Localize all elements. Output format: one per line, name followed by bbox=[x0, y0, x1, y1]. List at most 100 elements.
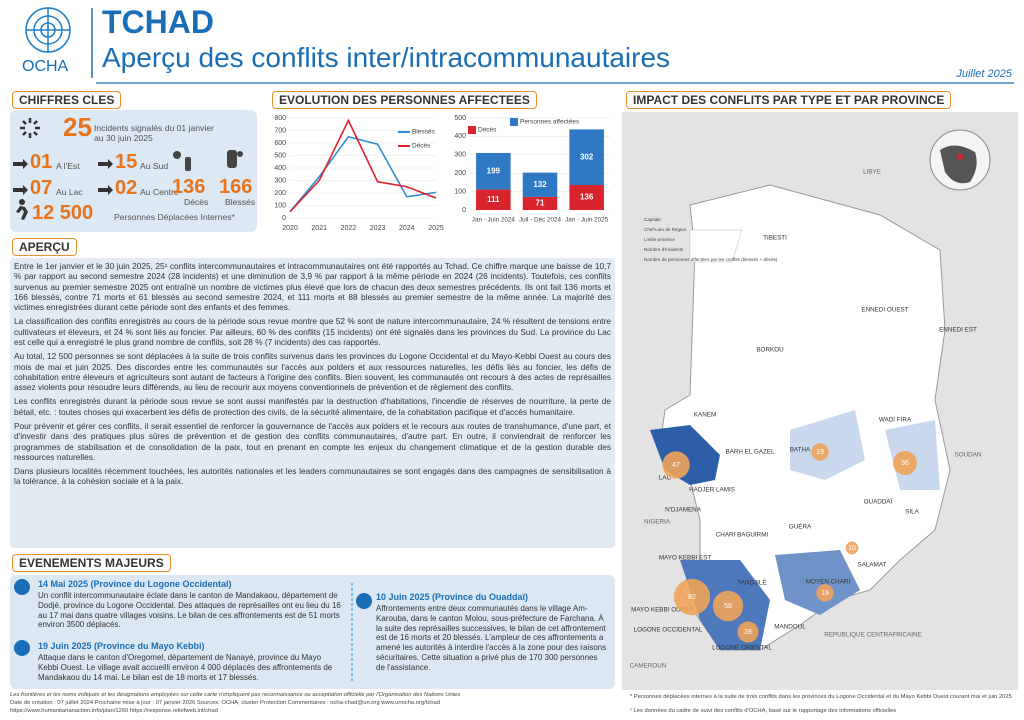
paragraph: La classification des conflits enregistr… bbox=[14, 316, 611, 347]
affected-bubble bbox=[816, 584, 834, 602]
bar-segment bbox=[522, 196, 558, 210]
date: Juillet 2025 bbox=[956, 68, 1012, 80]
victim-icons bbox=[173, 150, 243, 171]
x-tick-label: 2021 bbox=[311, 225, 327, 232]
figure-value: 07 bbox=[30, 177, 53, 199]
map-label: LOGONE OCCIDENTAL bbox=[634, 627, 703, 634]
footnote: ¹ Les données du cadre de suivi des conf… bbox=[630, 708, 897, 714]
map-label: MAYO KEBBI EST bbox=[659, 555, 712, 562]
y-tick-label: 600 bbox=[274, 140, 286, 147]
y-tick-label: 200 bbox=[454, 170, 466, 177]
value-label: 302 bbox=[580, 152, 594, 161]
bubble-label: 36 bbox=[901, 460, 909, 467]
legend-swatch bbox=[510, 118, 518, 126]
y-tick-label: 300 bbox=[454, 152, 466, 159]
x-tick-label: Jan - Juin 2024 bbox=[472, 217, 516, 224]
event-title: 14 Mai 2025 (Province du Logone Occident… bbox=[38, 579, 232, 589]
footer-links: https://www.humanitarianaction.info/plan… bbox=[10, 708, 218, 714]
paragraph: Entre le 1er janvier et le 30 juin 2025,… bbox=[14, 261, 611, 313]
event-icons bbox=[14, 579, 372, 683]
y-tick-label: 100 bbox=[454, 188, 466, 195]
event-title: 19 Juin 2025 (Province du Mayo Kebbi) bbox=[38, 641, 205, 651]
x-tick-label: 2024 bbox=[399, 225, 415, 232]
event-text: Un conflit intercommunautaire éclate dan… bbox=[38, 591, 341, 630]
bar-segment bbox=[569, 184, 604, 210]
overview-body: Entre le 1er janvier et le 30 juin 2025,… bbox=[10, 258, 615, 548]
map-label: LAC bbox=[659, 475, 672, 482]
map-label: BORKOU bbox=[756, 347, 784, 354]
map-label: N'DJAMENA bbox=[665, 507, 702, 514]
value-label: 136 bbox=[580, 193, 594, 202]
map-label: LOGONE ORIENTAL bbox=[712, 645, 772, 652]
legend-label: Décès bbox=[412, 143, 431, 150]
legend-label: Personnes affectées bbox=[520, 119, 580, 126]
paragraph: Au total, 12 500 personnes se sont dépla… bbox=[14, 351, 611, 393]
bubble-label: 10 bbox=[848, 545, 856, 552]
events-panel bbox=[10, 575, 615, 689]
bubble-label: 19 bbox=[821, 590, 829, 597]
bubble-label: 82 bbox=[688, 594, 696, 601]
region-shade bbox=[775, 550, 860, 615]
y-tick-label: 400 bbox=[454, 133, 466, 140]
bubble-label: 58 bbox=[724, 603, 732, 610]
x-tick-label: Juil - Déc 2024 bbox=[519, 217, 561, 224]
y-tick-label: 300 bbox=[274, 177, 286, 184]
figure-value: 25 bbox=[63, 112, 92, 142]
legend-box bbox=[689, 229, 743, 263]
region-shade bbox=[790, 410, 865, 480]
value-label: 199 bbox=[487, 166, 501, 175]
org-name: OCHA bbox=[22, 58, 69, 75]
section-title: EVOLUTION DES PERSONNES AFFECTEES bbox=[272, 91, 537, 109]
line bbox=[289, 118, 437, 213]
legend-label: Limite province bbox=[644, 237, 675, 242]
legend-label: Nombre de personnes affectées par les co… bbox=[644, 257, 778, 262]
y-tick-label: 0 bbox=[282, 215, 286, 222]
legend-swatch bbox=[468, 126, 476, 134]
map-label: BARH EL GAZEL bbox=[725, 449, 775, 456]
figure-value: 01 bbox=[30, 151, 53, 173]
map: LIBYE TIBESTI ENNEDI OUEST ENNEDI EST BORKOU… bbox=[622, 112, 1018, 690]
y-tick-label: 800 bbox=[274, 115, 286, 122]
event-text: Attaque dans le canton d'Oregomel, dépar… bbox=[38, 653, 333, 682]
figure-label: Au Sud bbox=[140, 161, 169, 171]
figure-label: Incidents signalés du 01 janvier au 30 j… bbox=[94, 123, 214, 143]
map-label: TIBESTI bbox=[763, 235, 787, 242]
y-tick-label: 200 bbox=[274, 190, 286, 197]
y-tick-label: 500 bbox=[454, 115, 466, 122]
globe-marker bbox=[957, 154, 963, 160]
legend-label: Nombre d'incidents bbox=[644, 247, 684, 252]
legend-label: Décès bbox=[478, 127, 497, 134]
affected-bubble bbox=[673, 578, 711, 616]
figure-value: 166 bbox=[219, 176, 253, 198]
map-label: ENNEDI OUEST bbox=[861, 307, 908, 314]
map-label: MANDOUL bbox=[774, 624, 806, 631]
affected-bubble bbox=[737, 621, 759, 643]
map-label: CHARI BAGUIRMI bbox=[716, 532, 769, 539]
bubble-label: 28 bbox=[744, 629, 752, 636]
line bbox=[289, 135, 437, 213]
x-tick-label: Jan - Juin 2025 bbox=[565, 217, 609, 224]
event: 19 Juin 2025 (Province du Mayo Kebbi) At… bbox=[38, 641, 343, 682]
figure-label: A l'Est bbox=[56, 161, 80, 171]
globe-continent bbox=[940, 145, 977, 184]
figure-value: 136 bbox=[172, 176, 206, 198]
figure-value: 15 bbox=[115, 151, 138, 173]
map-label: MAYO KEBBI OUEST bbox=[631, 607, 693, 614]
map-label: NIGERIA bbox=[644, 519, 671, 526]
event: 10 Juin 2025 (Province du Ouaddaï) Affro… bbox=[376, 592, 608, 672]
y-tick-label: 400 bbox=[274, 165, 286, 172]
affected-bubble bbox=[893, 451, 917, 475]
value-label: 111 bbox=[487, 195, 500, 204]
bubble-label: 47 bbox=[672, 462, 680, 469]
map-label: BATHA bbox=[790, 447, 811, 454]
map-label: SALAMAT bbox=[858, 562, 887, 569]
figure-value: 02 bbox=[115, 177, 138, 199]
map-label: MOYEN CHARI bbox=[806, 579, 851, 586]
x-tick-label: 2022 bbox=[341, 225, 357, 232]
country: TCHAD bbox=[102, 4, 214, 40]
event: 14 Mai 2025 (Province du Logone Occident… bbox=[38, 579, 343, 630]
bar-segment bbox=[476, 152, 511, 190]
disclaimer: Les frontières et les noms indiqués et l… bbox=[10, 692, 461, 698]
displacement-icon bbox=[16, 199, 28, 220]
value-label: 132 bbox=[533, 180, 547, 189]
